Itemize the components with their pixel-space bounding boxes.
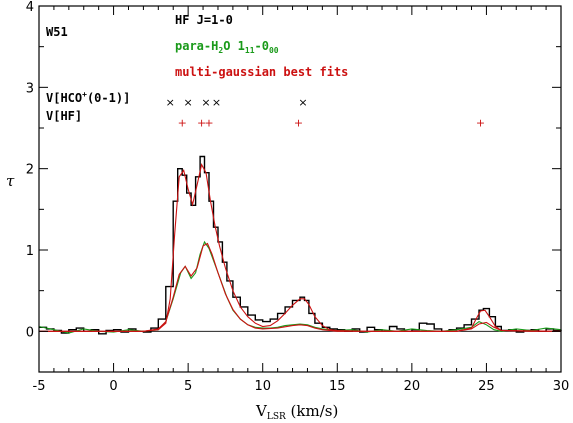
legend-hf: HF J=1-0 (175, 13, 233, 27)
marker-hf: + (178, 116, 187, 129)
x-axis-title-main: V (255, 402, 268, 420)
marker-label-hco-sup: + (82, 90, 87, 99)
legend-water: para-H2O 111-000 (175, 39, 279, 55)
series-group (38, 155, 562, 335)
marker-label-hf: V[HF] (46, 109, 82, 123)
x-tick-label: 15 (329, 379, 346, 394)
x-axis-title-rest: (km/s) (286, 402, 339, 420)
series-line-water (38, 240, 562, 334)
marker-hf: + (204, 116, 213, 129)
marker-label-hco-post: (0-1)] (87, 91, 130, 105)
marker-hf: + (197, 116, 206, 129)
x-tick-label: 20 (404, 379, 421, 394)
legend-water-mid: O 1 (223, 39, 245, 53)
markers-group: × × × × ×+ ++ + + (166, 96, 485, 129)
marker-hco: × (212, 96, 221, 109)
y-tick-label: 2 (26, 163, 34, 178)
x-tick-label: 10 (254, 379, 271, 394)
legend-water-sub3: 00 (269, 46, 279, 55)
y-tick-label: 3 (26, 81, 34, 96)
x-tick-label: -5 (33, 379, 46, 394)
legend-water-dash: -0 (255, 39, 269, 53)
legend-water-sub2: 11 (245, 46, 255, 55)
plot-frame-group (38, 5, 562, 373)
legend-water-pre: para-H (175, 39, 218, 53)
marker-hf: + (294, 116, 303, 129)
y-tick-label: 1 (26, 244, 34, 259)
y-axis-title: τ (6, 172, 15, 190)
marker-hco: × (298, 96, 307, 109)
marker-label-hco: V[HCO+(0-1)] (46, 90, 130, 105)
marker-hco: × (201, 96, 210, 109)
ticks-group: -5 0 5 10 15 20 25 30 0 1 2 3 4 (26, 0, 570, 394)
x-tick-label: 25 (478, 379, 495, 394)
x-tick-label: 0 (109, 379, 117, 394)
x-tick-label: 5 (184, 379, 192, 394)
panel-label: W51 (46, 25, 68, 39)
legend-fit: multi-gaussian best fits (175, 65, 348, 79)
y-tick-label: 4 (26, 0, 34, 15)
x-axis-title: VLSR (km/s) (255, 402, 338, 422)
marker-label-hco-pre: V[HCO (46, 91, 82, 105)
x-axis-title-sub: LSR (267, 412, 286, 422)
series-line-water-fit (39, 242, 562, 332)
y-tick-label: 0 (26, 325, 34, 340)
marker-hco: × (166, 96, 175, 109)
marker-hco: × (184, 96, 193, 109)
series-line-fit (39, 163, 561, 332)
series-line-hf (39, 155, 562, 335)
plot-frame (38, 5, 562, 373)
x-tick-label: 30 (553, 379, 570, 394)
legend-water-sub1: 2 (218, 46, 223, 55)
marker-hf: + (476, 116, 485, 129)
